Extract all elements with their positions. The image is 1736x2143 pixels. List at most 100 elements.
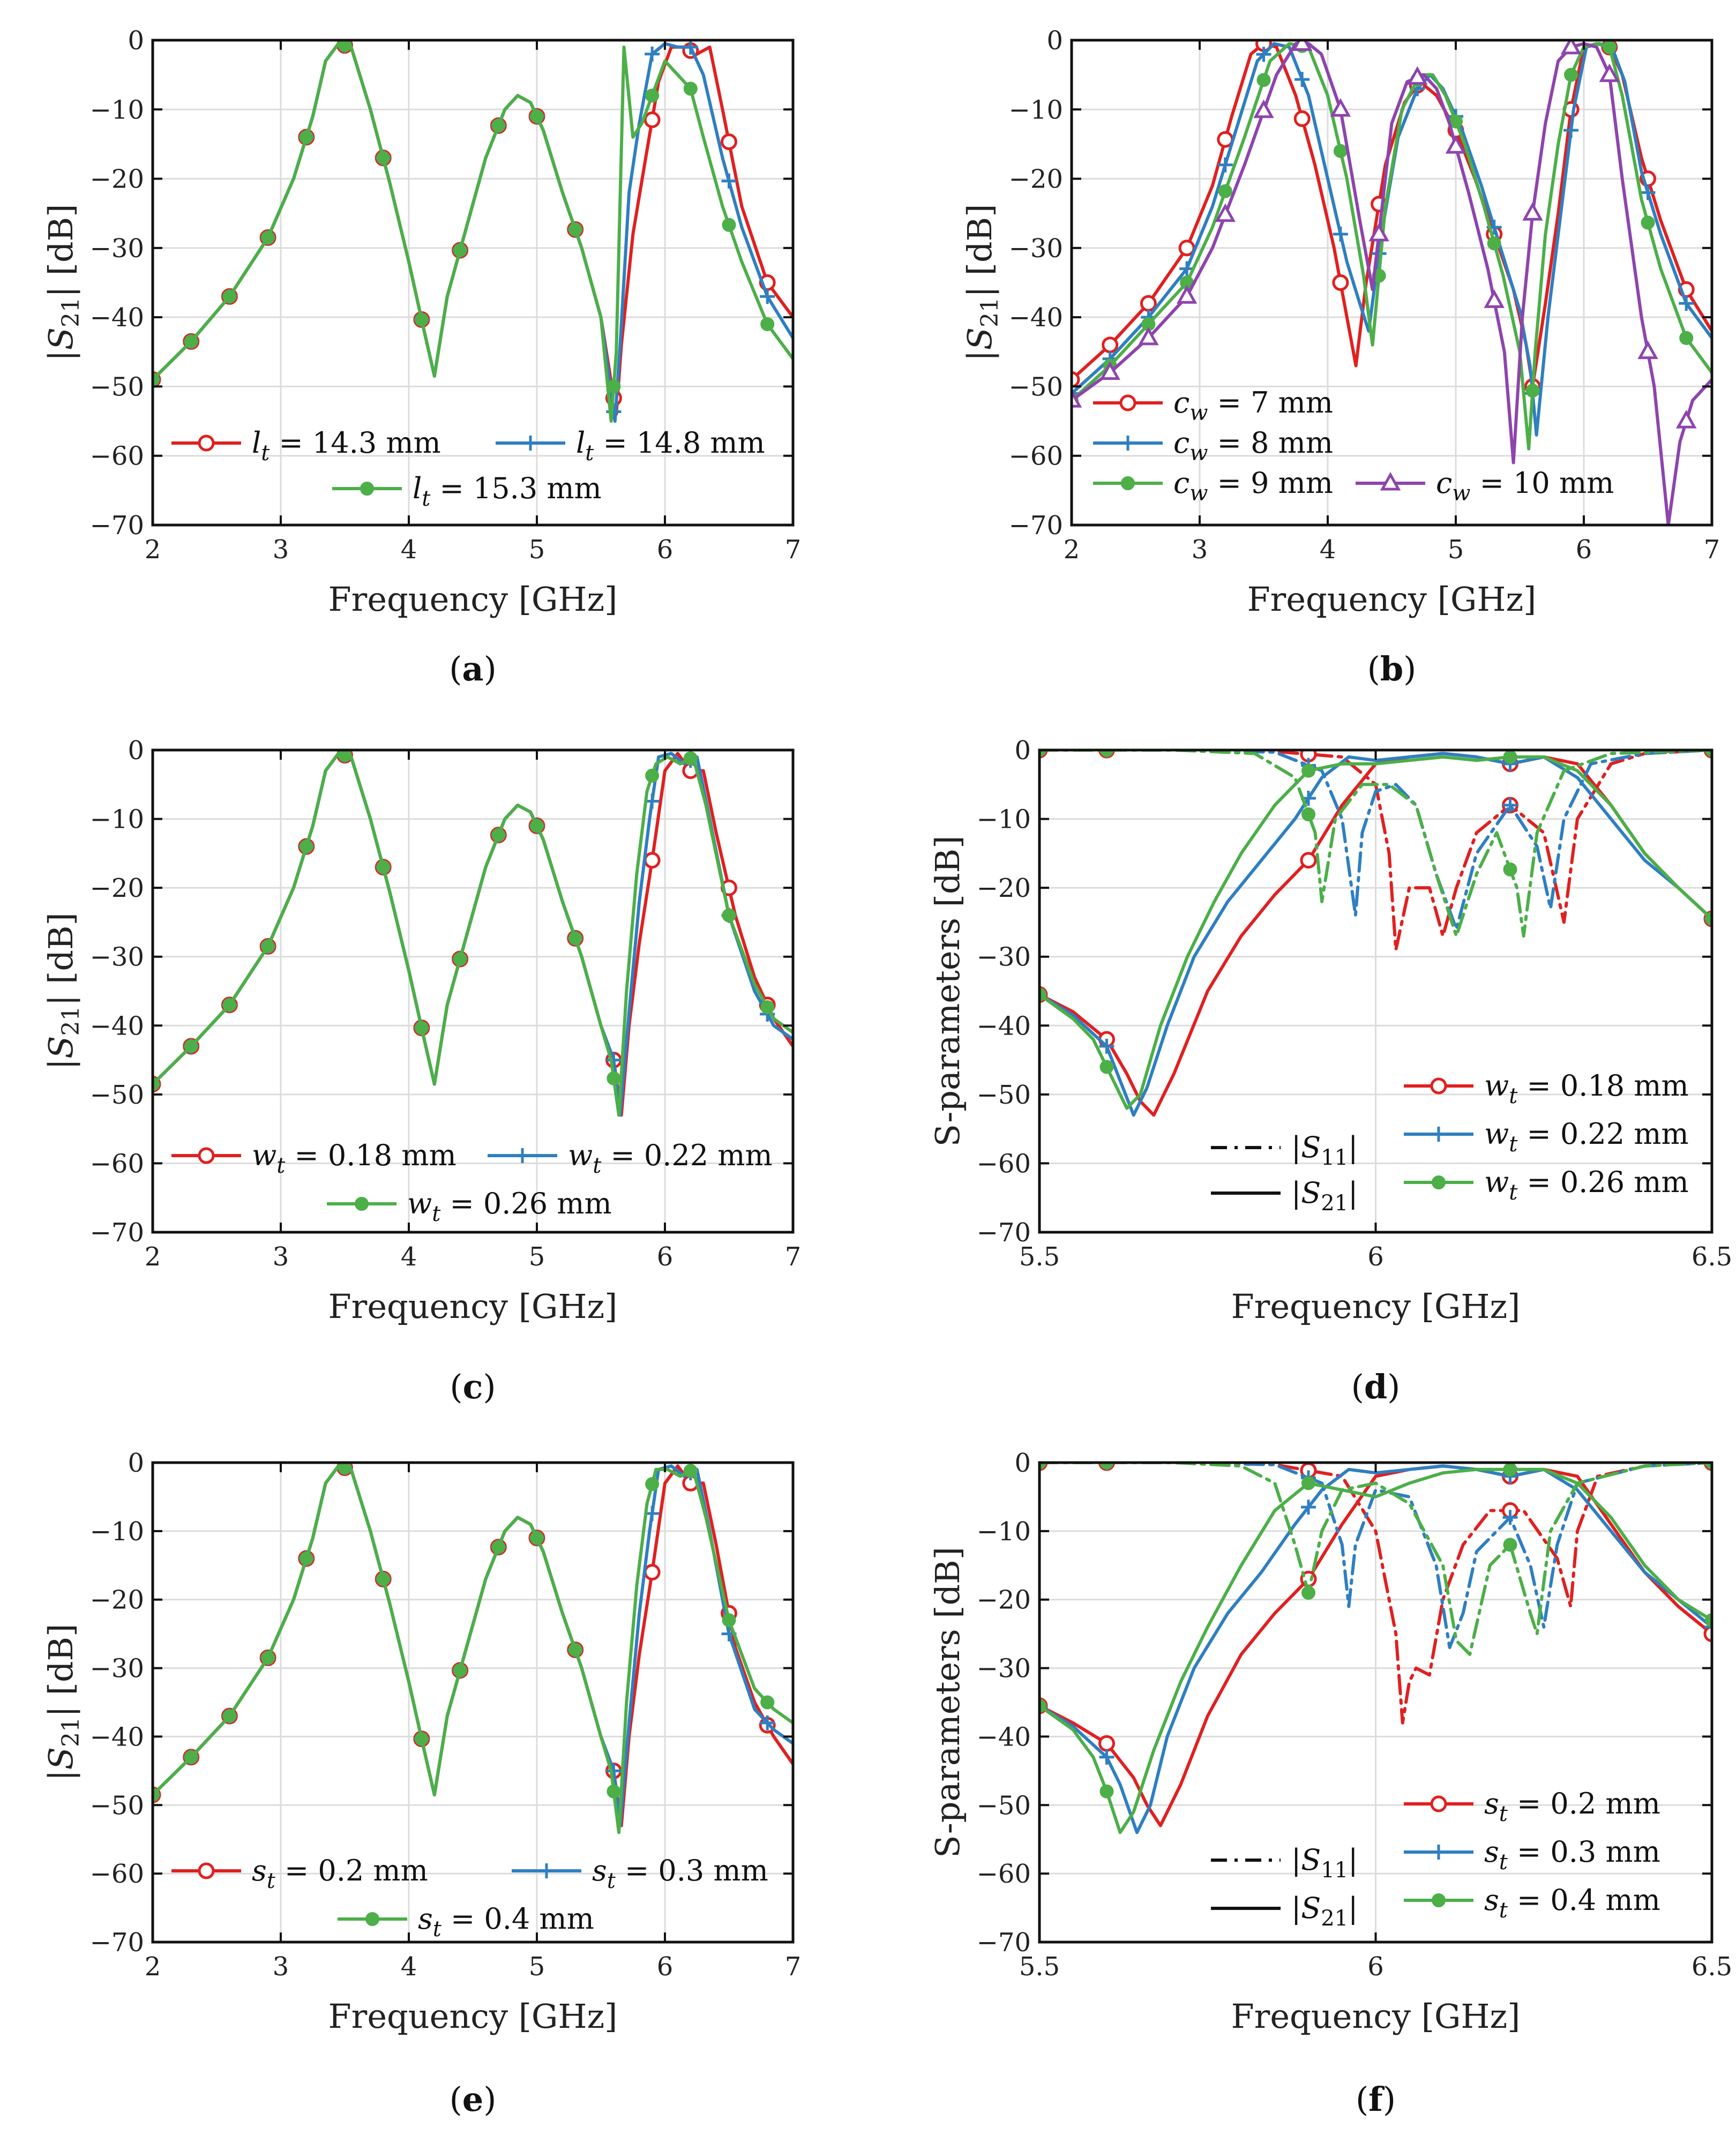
series-marker <box>643 1564 661 1581</box>
series-marker <box>1564 68 1578 82</box>
series-marker <box>376 860 391 874</box>
y-tick-label: −30 <box>1009 234 1063 264</box>
x-tick-label: 2 <box>145 1952 161 1982</box>
x-tick-label: 3 <box>273 535 289 565</box>
series-marker <box>1525 384 1540 398</box>
series-marker <box>1705 1463 1712 1470</box>
legend-style-label: |S11| <box>1291 1843 1358 1883</box>
series-group <box>153 1463 793 1834</box>
x-tick-label: 7 <box>1704 535 1720 565</box>
series-marker <box>1705 1613 1712 1628</box>
y-tick-label: −20 <box>90 164 144 194</box>
series-marker <box>1039 750 1046 757</box>
series-line-6 <box>1039 1463 1712 1656</box>
y-tick-label: −20 <box>90 873 144 903</box>
series-marker <box>530 1531 544 1545</box>
legend-label: st = 0.4 mm <box>1484 1883 1660 1923</box>
series-marker <box>1218 184 1232 198</box>
series-marker <box>1332 274 1349 291</box>
series-marker <box>1679 296 1694 311</box>
legend: wt = 0.18 mm wt = 0.22 mm wt = 0.26 mm <box>171 1138 773 1226</box>
series-marker <box>1301 1585 1315 1600</box>
legend-marker <box>515 1148 530 1163</box>
series-line-5 <box>1039 1467 1712 1834</box>
series-marker <box>606 1763 622 1779</box>
series-marker <box>1301 1476 1315 1490</box>
series-marker <box>299 840 313 853</box>
chart-panel-c: 2 3 4 5 6 7 0 −10 −20 −30 −40 −50 −60 −70 Frequency [G… <box>41 736 801 1406</box>
y-tick-label: −20 <box>90 1585 144 1615</box>
chart-panel-b: 2 3 4 5 6 7 0 −10 −20 −30 −40 −50 −60 −70 Frequency [G… <box>960 26 1720 688</box>
x-axis-label: Frequency [GHz] <box>328 1287 618 1326</box>
legend-label: st = 0.4 mm <box>418 1902 594 1942</box>
y-tick-label: 0 <box>128 1448 144 1478</box>
series-marker <box>1099 1463 1114 1470</box>
series-marker <box>338 1463 352 1475</box>
series-marker <box>1099 1784 1114 1799</box>
x-tick-label: 4 <box>401 535 417 565</box>
series-marker <box>722 218 736 232</box>
y-axis-label: |S21| [dB] <box>41 204 85 362</box>
series-marker <box>1704 1619 1712 1635</box>
y-tick-label: −50 <box>90 1080 144 1110</box>
legend-label: lt = 14.3 mm <box>252 426 441 466</box>
axes-box <box>151 1461 795 1944</box>
y-tick-label: −50 <box>977 1080 1031 1110</box>
legend-marker <box>1432 1893 1446 1907</box>
chart-panel-f: 5.5 6 6.5 0 −10 −20 −30 −40 −50 −60 −70 Frequency [… <box>928 1448 1732 2119</box>
series-marker <box>153 372 160 387</box>
series-marker <box>453 952 467 966</box>
series-marker <box>153 1788 160 1802</box>
series-marker <box>1293 110 1311 128</box>
y-axis-label: |S21| [dB] <box>41 912 85 1070</box>
series-marker <box>1176 285 1198 304</box>
series-marker <box>376 1572 391 1586</box>
series-marker <box>1039 987 1046 1002</box>
series-line-3 <box>153 1464 793 1834</box>
series-marker <box>299 1552 313 1565</box>
series-marker <box>1253 99 1274 118</box>
y-tick-label: 0 <box>128 26 144 56</box>
series-marker <box>1333 227 1348 242</box>
series-marker <box>568 931 582 946</box>
series-marker <box>1215 203 1236 222</box>
series-marker <box>1300 852 1317 869</box>
x-tick-label: 6 <box>657 535 674 565</box>
y-axis-label: |S21| [dB] <box>960 204 1004 362</box>
legend-marker <box>1119 394 1136 411</box>
x-tick-label: 2 <box>1064 535 1080 565</box>
legend-marker <box>198 1862 215 1879</box>
series-marker <box>645 88 660 103</box>
chart-panel-a: 2 3 4 5 6 7 0 −10 −20 −30 −40 −50 −60 −70 Frequency [G… <box>41 26 801 688</box>
panel-caption: (b) <box>1367 649 1417 688</box>
y-tick-label: −20 <box>977 1585 1031 1615</box>
legend-label: st = 0.3 mm <box>592 1854 768 1893</box>
series-marker <box>491 828 506 842</box>
legend-marker <box>1431 1127 1446 1142</box>
series-marker <box>1679 331 1694 345</box>
x-tick-label: 4 <box>1320 535 1336 565</box>
series-line-4 <box>1072 42 1712 525</box>
y-tick-label: −10 <box>90 805 144 835</box>
y-tick-label: −10 <box>1009 95 1063 125</box>
series-marker <box>1641 215 1655 230</box>
legend-marker <box>1430 1077 1447 1095</box>
x-tick-label: 7 <box>785 1952 802 1982</box>
series-marker <box>1522 202 1543 221</box>
panel-caption: (f) <box>1356 2080 1396 2119</box>
series-marker <box>222 1709 237 1724</box>
y-tick-label: −10 <box>90 1517 144 1547</box>
series-marker <box>1301 807 1315 821</box>
series-marker <box>1563 123 1579 138</box>
legend-label: st = 0.2 mm <box>252 1854 428 1893</box>
series-marker <box>376 151 391 165</box>
series-line-3 <box>153 752 793 1117</box>
legend-label: wt = 0.26 mm <box>407 1187 612 1226</box>
series-marker <box>1599 63 1620 83</box>
series-line-2 <box>1039 1463 1712 1725</box>
series-marker <box>645 46 660 62</box>
legend-marker <box>523 436 538 451</box>
series-marker <box>645 768 660 783</box>
legend-marker <box>1380 471 1401 491</box>
series-marker <box>453 243 467 258</box>
